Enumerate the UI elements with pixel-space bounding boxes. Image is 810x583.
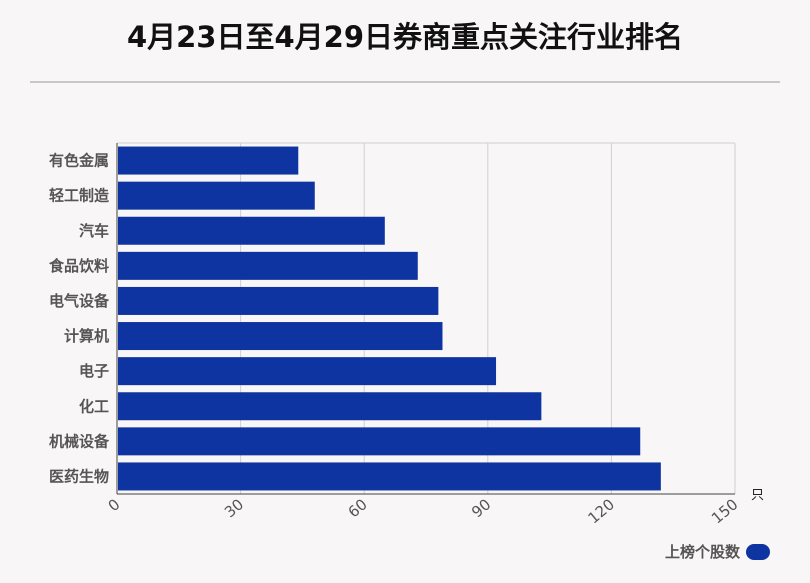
title-divider [30, 81, 780, 83]
bar[interactable] [118, 286, 439, 315]
category-label: 汽车 [79, 222, 109, 240]
x-tick-label: 60 [345, 495, 371, 521]
bar[interactable] [118, 427, 641, 456]
legend[interactable]: 上榜个股数 [665, 541, 770, 562]
category-label: 医药生物 [49, 467, 109, 485]
bar[interactable] [118, 392, 542, 421]
legend-label: 上榜个股数 [664, 543, 740, 561]
category-label: 轻工制造 [49, 187, 109, 205]
bar[interactable] [118, 181, 315, 210]
bar[interactable] [118, 216, 385, 245]
bar[interactable] [118, 462, 661, 491]
x-tick-label: 120 [584, 495, 618, 527]
x-tick-label: 0 [105, 495, 124, 515]
chart-title: 4月23日至4月29日券商重点关注行业排名 [126, 20, 684, 54]
legend-swatch [746, 543, 770, 560]
tick-labels: 0 30 60 90 120 150 [105, 495, 742, 527]
category-label: 有色金属 [49, 152, 109, 170]
bars [118, 146, 661, 491]
category-label: 食品饮料 [49, 257, 109, 275]
category-label: 电气设备 [49, 292, 110, 310]
x-unit-label: 只 [751, 488, 764, 503]
x-tick-label: 30 [221, 495, 247, 521]
bar[interactable] [118, 357, 497, 386]
category-label: 机械设备 [49, 432, 110, 450]
category-label: 计算机 [64, 327, 109, 345]
category-label: 电子 [79, 362, 109, 380]
bar[interactable] [118, 322, 443, 351]
category-label: 化工 [79, 397, 109, 415]
x-tick-label: 150 [708, 495, 742, 527]
x-tick-label: 90 [468, 495, 494, 521]
bar[interactable] [118, 251, 418, 280]
bar[interactable] [118, 146, 299, 175]
